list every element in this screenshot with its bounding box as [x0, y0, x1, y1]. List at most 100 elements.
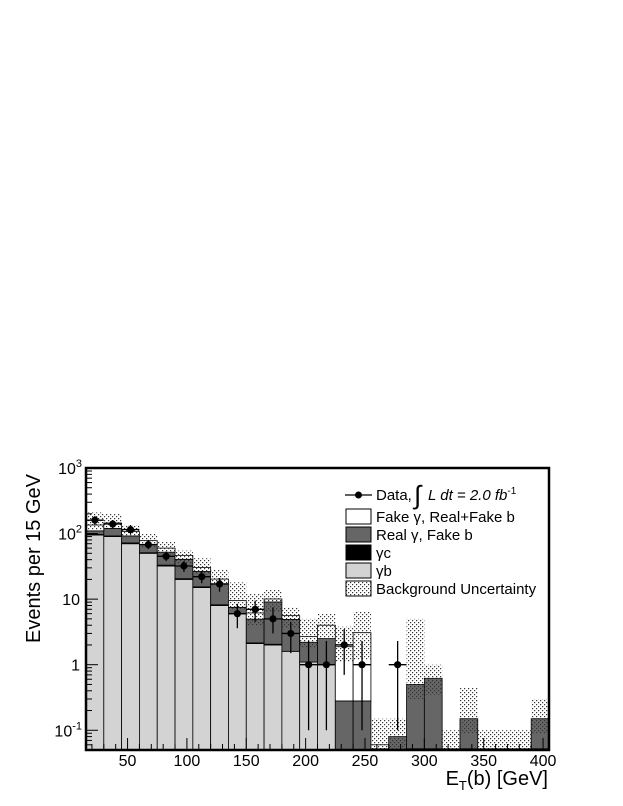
stack-bar: [263, 644, 283, 750]
stack-bar: [174, 578, 194, 750]
legend: Data, ∫ L dt = 2.0 fb-1 Fake γ, Real+Fak…: [345, 480, 537, 598]
legend-entry-data: Data, ∫ L dt = 2.0 fb-1: [345, 480, 517, 510]
data-point: [192, 570, 211, 584]
legend-entry-uncertainty: Background Uncertainty: [345, 580, 537, 598]
uncertainty-box: [157, 541, 176, 555]
stack-bar: [192, 587, 212, 750]
data-point: [86, 516, 104, 526]
data-point: [228, 603, 247, 629]
x-tick-label: 150: [233, 753, 260, 770]
legend-label-data: Data,: [376, 487, 412, 504]
data-point: [210, 578, 229, 592]
data-marker: [358, 661, 366, 669]
data-marker: [394, 661, 402, 669]
uncertainty-box: [406, 618, 425, 699]
stack-bar: [103, 527, 123, 537]
data-marker: [180, 562, 188, 570]
legend-label-uncertainty: Background Uncertainty: [376, 581, 537, 598]
legend-data-marker: [355, 491, 362, 499]
stack-bar: [228, 613, 247, 750]
uncertainty-box: [370, 718, 389, 750]
uncertainty-box: [281, 607, 300, 629]
stack-bar: [103, 536, 123, 750]
legend-label-gamma-b: γb: [376, 563, 392, 580]
x-tick-label: 100: [174, 753, 201, 770]
legend-swatch-gamma-b: [345, 562, 372, 579]
data-marker: [126, 525, 135, 534]
stack-bar: [121, 543, 140, 750]
legend-label-data-lumi: L dt = 2.0 fb-1: [428, 486, 517, 504]
y-tick-label: 103: [58, 458, 82, 478]
data-point: [246, 600, 265, 622]
uncertainty-box: [175, 550, 193, 564]
uncertainty-box: [264, 589, 282, 612]
data-marker: [304, 661, 313, 669]
data-marker: [144, 540, 152, 549]
legend-label-gamma-c: γc: [376, 545, 392, 562]
uncertainty-box: [477, 730, 496, 750]
data-point: [317, 640, 336, 731]
legend-entry-real-gamma: Real γ, Fake b: [345, 526, 473, 544]
stack-bar: [156, 565, 176, 750]
data-point: [388, 640, 407, 731]
integral-sign: ∫: [412, 480, 423, 510]
x-tick-label: 400: [530, 753, 557, 770]
data-marker: [340, 641, 348, 649]
uncertainty-box: [424, 664, 443, 695]
legend-entry-fake-gamma: Fake γ, Real+Fake b: [345, 508, 515, 526]
y-tick-label: 10: [62, 592, 80, 609]
axes: 50 100 150 200 250 300 350 400 10-1 1 10 102 103: [54, 458, 556, 770]
uncertainty-box: [228, 582, 247, 610]
data-marker: [233, 610, 241, 618]
x-tick-label: 50: [119, 753, 137, 770]
uncertainty-box: [317, 613, 336, 639]
data-point: [353, 640, 371, 731]
y-axis-title: Events per 15 GeV: [23, 473, 45, 643]
x-tick-label: 200: [292, 753, 319, 770]
x-axis-title: ET(b) [GeV]: [446, 768, 548, 793]
uncertainty-box: [531, 698, 549, 734]
data-marker: [162, 552, 170, 560]
data-point: [281, 621, 300, 654]
y-tick-label: 102: [58, 524, 82, 544]
x-tick-label: 250: [352, 753, 379, 770]
data-point: [157, 551, 176, 562]
stack-bar: [139, 552, 158, 750]
stack-bar: [245, 643, 265, 750]
x-tick-label: 300: [411, 753, 438, 770]
legend-label-real-gamma: Real γ, Fake b: [376, 527, 473, 544]
stack-bar: [210, 605, 229, 750]
data-point: [335, 629, 354, 675]
uncertainty-box: [513, 730, 532, 750]
data-point: [264, 607, 282, 634]
y-tick-label: 1: [71, 658, 80, 675]
data-point: [121, 525, 140, 535]
legend-swatch-uncertainty: [345, 580, 372, 597]
uncertainty-box: [495, 730, 514, 750]
uncertainty-box: [353, 611, 371, 660]
uncertainty-box: [388, 718, 407, 750]
uncertainty-box: [442, 730, 460, 750]
uncertainty-box: [192, 558, 211, 575]
data-point: [139, 539, 158, 550]
legend-swatch-gamma-c: [345, 544, 372, 561]
data-marker: [269, 615, 277, 623]
data-marker: [251, 605, 259, 613]
stack-bar: [281, 650, 301, 750]
stack-bar: [334, 700, 354, 750]
legend-swatch-fake-gamma: [345, 508, 372, 525]
data-marker: [215, 580, 224, 588]
data-point: [175, 561, 193, 572]
uncertainty-box: [299, 618, 318, 648]
data-marker: [322, 661, 331, 669]
data-point: [103, 520, 122, 529]
legend-label-fake-gamma: Fake γ, Real+Fake b: [376, 509, 515, 526]
stack--b: [86, 534, 336, 750]
legend-swatch-real-gamma: [345, 526, 372, 543]
data-marker: [198, 573, 206, 581]
x-tick-label: 350: [470, 753, 497, 770]
uncertainty-box: [210, 569, 229, 586]
legend-entry-gamma-b: γb: [345, 562, 392, 580]
data-marker: [109, 520, 117, 528]
